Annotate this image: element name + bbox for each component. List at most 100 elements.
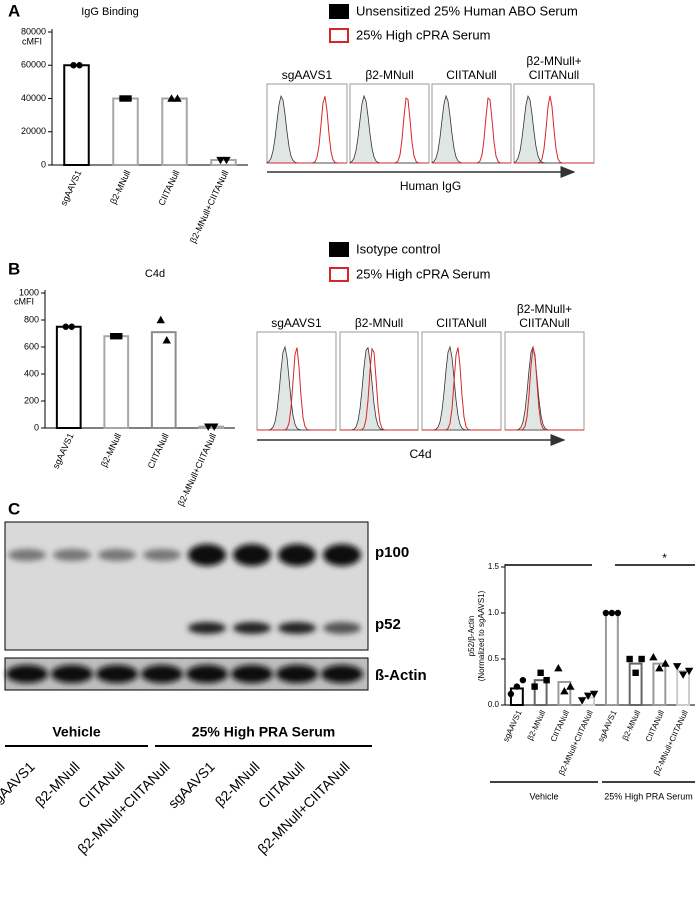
data-point	[589, 690, 599, 699]
x-tick-label: CIITANull	[549, 709, 571, 743]
x-tick-label: sgAAVS1	[596, 708, 619, 743]
data-point	[513, 683, 521, 690]
lane-label: sgAAVS1	[0, 758, 38, 811]
x-tick-label: β2-MNull	[526, 709, 548, 742]
flow-title: β2-MNull+	[526, 54, 581, 68]
flow-title: sgAAVS1	[271, 316, 322, 330]
data-point	[602, 609, 610, 617]
data-point	[638, 655, 645, 663]
histogram-serum	[340, 347, 418, 431]
data-point	[68, 323, 75, 330]
bar	[63, 64, 90, 166]
legend-label: 25% High cPRA Serum	[356, 27, 490, 42]
data-point	[156, 315, 165, 324]
legend-label: Isotype control	[356, 241, 441, 256]
data-point	[672, 663, 682, 671]
band-label: p52	[375, 616, 401, 633]
blot-band	[143, 549, 181, 561]
x-tick-label: β2-MNull	[108, 169, 132, 206]
data-point	[537, 669, 544, 676]
x-tick-label: β2-MNull+CIITANull	[176, 432, 219, 508]
y-tick-label: 20000	[21, 126, 46, 136]
data-point	[560, 687, 569, 695]
data-point	[204, 423, 213, 431]
y-tick-label: 0	[41, 159, 46, 169]
bar	[103, 335, 130, 430]
band-label: ß-Actin	[375, 667, 427, 684]
y-tick-label: 1.0	[488, 608, 500, 617]
bar	[150, 331, 177, 429]
data-point	[507, 690, 515, 698]
blot-band	[96, 665, 138, 683]
significance-star: *	[662, 551, 667, 565]
x-tick-label: sgAAVS1	[58, 169, 83, 208]
data-point	[543, 676, 550, 684]
data-point	[566, 682, 575, 690]
data-point	[62, 323, 69, 330]
y-axis-label: cMFI	[14, 296, 34, 306]
data-point	[167, 94, 176, 102]
chart-title: IgG Binding	[81, 6, 138, 18]
lane-label: sgAAVS1	[165, 758, 218, 811]
flow-box	[504, 331, 585, 431]
legend-swatch	[329, 267, 349, 282]
y-tick-label: 1.5	[488, 562, 500, 571]
y-tick-label: 0.5	[488, 654, 500, 663]
flow-title: β2-MNull+	[517, 302, 572, 316]
flow-title: β2-MNull	[355, 316, 403, 330]
band-label: p100	[375, 544, 409, 561]
flow-title: CIITANull	[436, 316, 486, 330]
blot-band	[188, 544, 226, 566]
y-tick-label: 0.0	[488, 700, 500, 709]
x-tick-label: sgAAVS1	[51, 432, 76, 471]
y-tick-label: 40000	[21, 93, 46, 103]
blot-band	[278, 622, 316, 634]
data-point	[210, 423, 219, 431]
data-point	[554, 664, 563, 672]
legend-label: 25% High cPRA Serum	[356, 266, 490, 281]
data-point	[162, 336, 171, 344]
bar	[55, 325, 82, 429]
histogram-serum	[432, 97, 511, 164]
histogram-serum	[350, 97, 429, 164]
data-point	[119, 95, 126, 102]
bar	[198, 425, 225, 429]
data-point	[531, 683, 538, 690]
data-point	[519, 676, 527, 684]
blot-band	[6, 665, 48, 683]
blot-band	[323, 622, 361, 634]
flow-title: CIITANull	[529, 68, 579, 82]
blot-band	[233, 622, 271, 634]
legend-swatch	[329, 4, 349, 19]
y-tick-label: 600	[24, 341, 39, 351]
blot-band	[323, 544, 361, 566]
data-point	[116, 333, 123, 340]
lane-label: β2-MNull	[32, 758, 83, 809]
x-tick-label: β2-MNull	[621, 709, 643, 742]
data-point	[577, 697, 587, 705]
group-label: Vehicle	[52, 724, 100, 740]
y-axis-label: (Normalized to sgAAVS1)	[477, 590, 486, 681]
blot-band	[278, 544, 316, 566]
data-point	[655, 664, 664, 672]
data-point	[110, 333, 117, 340]
legend-label: Unsensitized 25% Human ABO Serum	[356, 3, 578, 18]
y-tick-label: 0	[34, 422, 39, 432]
data-point	[125, 95, 132, 102]
data-point	[649, 652, 658, 661]
data-point	[608, 609, 616, 617]
data-point	[583, 692, 593, 700]
chart-title: C4d	[145, 268, 165, 280]
flow-title: sgAAVS1	[282, 68, 333, 82]
blot-band	[8, 549, 46, 561]
x-tick-label: sgAAVS1	[501, 708, 524, 743]
data-point	[216, 156, 225, 165]
flow-box	[256, 331, 337, 431]
data-point	[70, 62, 77, 69]
y-tick-label: 200	[24, 395, 39, 405]
panel-label: A	[8, 1, 20, 20]
blot-band	[321, 665, 363, 683]
data-point	[632, 669, 639, 676]
blot-band	[53, 549, 91, 561]
